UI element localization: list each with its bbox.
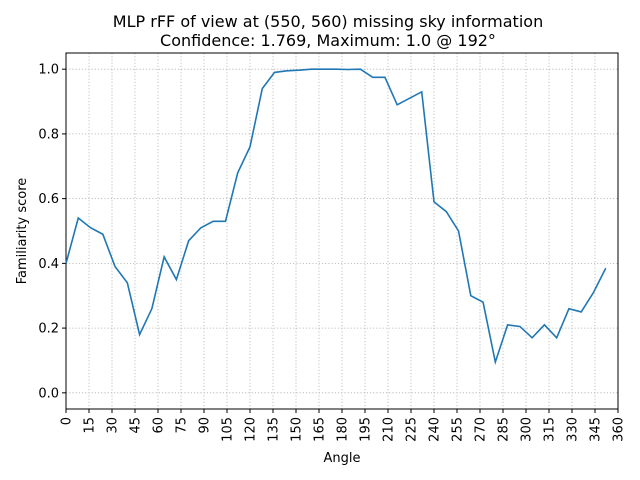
x-tick-label: 60 [152,417,167,434]
x-tick-label: 120 [244,417,259,442]
y-tick-label: 0.6 [38,192,59,207]
x-tick-label: 300 [520,417,535,442]
x-tick-label: 225 [405,417,420,442]
grid-lines [65,53,619,409]
x-tick-label: 135 [267,417,282,442]
x-tick-label: 15 [83,417,98,434]
chart-title: MLP rFF of view at (550, 560) missing sk… [113,12,543,31]
y-tick-label: 0.8 [38,127,59,142]
x-tick-label: 90 [198,417,213,434]
x-tick-label: 330 [566,417,581,442]
plot-area-frame [65,52,619,410]
y-tick-label: 0.2 [38,322,59,337]
x-tick-label: 75 [175,417,190,434]
y-axis-label: Familiarity score [15,178,30,285]
x-tick-label: 150 [290,417,305,442]
x-tick-label: 45 [129,417,144,434]
x-tick-label: 210 [382,417,397,442]
x-tick-label: 105 [221,417,236,442]
x-tick-label: 345 [589,417,604,442]
y-tick-label: 0.0 [38,386,59,401]
y-tick-label: 0.4 [38,257,59,272]
x-tick-label: 315 [543,417,558,442]
chart-subtitle: Confidence: 1.769, Maximum: 1.0 @ 192° [160,31,496,50]
x-tick-label: 165 [313,417,328,442]
x-tick-label: 270 [474,417,489,442]
x-tick-label: 0 [60,417,75,425]
x-tick-label: 255 [451,417,466,442]
x-axis: 0 15 30 45 60 75 90 105 120 135 150 165 180 195 210 225… [60,409,627,442]
x-tick-label: 195 [359,417,374,442]
x-tick-label: 30 [106,417,121,434]
x-axis-label: Angle [324,451,361,466]
x-tick-label: 285 [497,417,512,442]
y-axis: 0.0 0.2 0.4 0.6 0.8 1.0 [38,63,66,401]
x-tick-label: 360 [612,417,627,442]
x-tick-label: 180 [336,417,351,442]
series-line [65,68,607,366]
x-tick-label: 240 [428,417,443,442]
y-tick-label: 1.0 [38,63,59,78]
